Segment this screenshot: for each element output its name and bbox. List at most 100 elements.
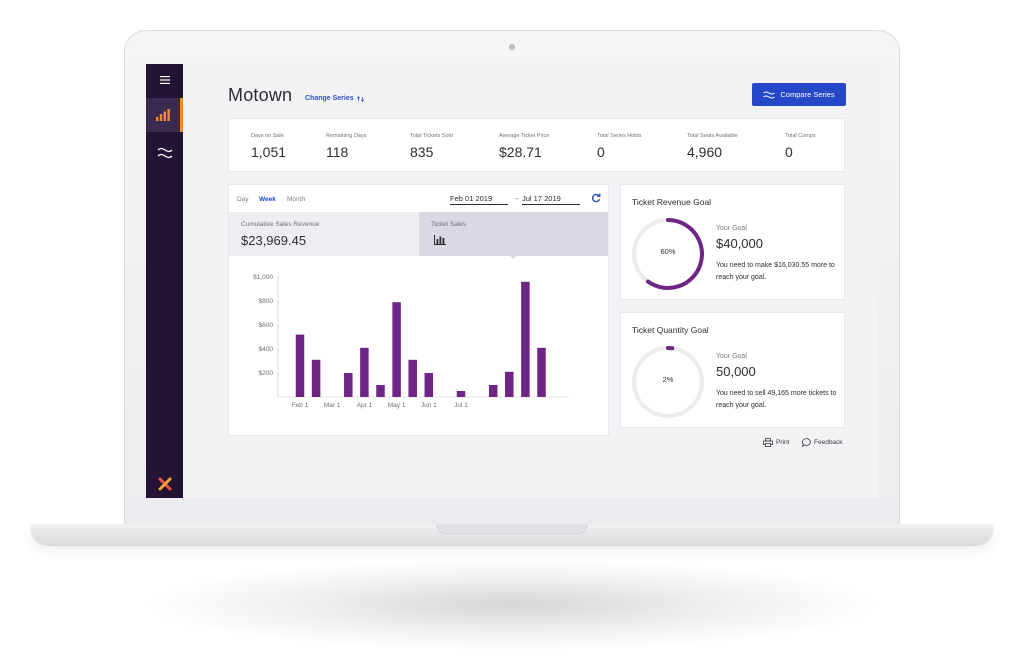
x-tick-label: May 1 — [388, 402, 406, 409]
date-from-input[interactable]: Feb 01 2019 — [450, 194, 508, 205]
compare-wave-icon — [763, 91, 776, 98]
period-week-tab[interactable]: Week — [259, 196, 276, 203]
stat-value: 118 — [326, 144, 349, 160]
stat-value: 1,051 — [251, 144, 287, 160]
goal-sub-label: Your Goal — [716, 225, 747, 232]
laptop-base — [30, 524, 994, 546]
x-tick-label: Feb 1 — [292, 402, 309, 409]
goal-amount: 50,000 — [716, 364, 756, 379]
y-tick-label: $800 — [259, 298, 274, 305]
brand-logo[interactable] — [146, 469, 183, 498]
chart-bar[interactable] — [505, 371, 514, 397]
goal-ring-progress — [646, 218, 704, 290]
period-month-tab[interactable]: Month — [287, 196, 306, 203]
goal-percent: 2% — [662, 375, 674, 384]
laptop-shadow — [150, 560, 874, 650]
stat-label: Average Ticket Price — [499, 133, 550, 139]
speech-bubble-icon — [802, 438, 811, 447]
sales-card: Day Week Month Feb 01 2019 → Jul 17 2019… — [228, 184, 609, 436]
y-tick-label: $600 — [259, 322, 274, 329]
change-series-label: Change Series — [305, 95, 354, 102]
quantity-goal-ring — [632, 346, 704, 418]
chart-bar[interactable] — [392, 302, 401, 397]
tab-revenue-label: Cumulative Sales Revenue — [241, 221, 320, 228]
x-tick-label: Apr 1 — [357, 402, 373, 409]
stat-remaining-days: Remaining Days 118 — [326, 133, 366, 160]
chart-bar[interactable] — [360, 347, 369, 397]
change-series-link[interactable]: Change Series — [305, 95, 364, 102]
main-content: Motown Change Series Compare Series Days… — [183, 64, 878, 498]
chart-bar[interactable] — [376, 385, 385, 397]
goal-percent: 60% — [660, 247, 676, 256]
goal-title: Ticket Revenue Goal — [632, 197, 712, 207]
stat-value: 0 — [785, 144, 793, 160]
sidebar-item-compare[interactable] — [146, 136, 183, 170]
stat-value: 835 — [410, 144, 434, 160]
chart-bar[interactable] — [456, 391, 466, 397]
chart-bar[interactable] — [311, 359, 321, 397]
sales-tabs: Cumulative Sales Revenue $23,969.45 Tick… — [229, 212, 608, 256]
sidebar-menu-button[interactable] — [146, 66, 183, 94]
chart-bar[interactable] — [408, 359, 417, 397]
y-tick-label: $400 — [259, 346, 274, 353]
ticket-revenue-goal-card: Ticket Revenue Goal 60% Your Goal $40,00… — [620, 184, 845, 300]
stat-total-series-holds: Total Series Holds 0 — [597, 133, 641, 160]
x-tick-label: Jun 1 — [421, 402, 437, 409]
laptop-notch — [436, 524, 588, 534]
stat-value: $28.71 — [499, 144, 542, 160]
ticket-quantity-goal-card: Ticket Quantity Goal 2% Your Goal 50,000… — [620, 312, 845, 428]
sidebar-item-sales[interactable] — [146, 98, 183, 132]
wave-icon — [157, 147, 172, 159]
chart-bar[interactable] — [295, 334, 305, 397]
stat-days-on-sale: Days on Sale 1,051 — [251, 133, 286, 160]
stats-bar: Days on Sale 1,051 Remaining Days 118 To… — [228, 118, 845, 172]
stat-label: Total Comps — [785, 133, 816, 139]
app-screen: Motown Change Series Compare Series Days… — [146, 64, 878, 498]
stat-label: Total Tickets Sold — [410, 133, 453, 139]
ticket-sales-chart: $1,000 $800 $600 $400 $200 Feb 1 Mar 1 Apr 1 May… — [253, 274, 569, 409]
tab-cumulative-revenue[interactable]: Cumulative Sales Revenue $23,969.45 — [229, 212, 419, 256]
feedback-label: Feedback — [814, 439, 843, 446]
goal-message: You need to make $16,030.55 more to reac… — [716, 262, 835, 281]
tab-ticket-sales[interactable]: Ticket Sales — [419, 212, 608, 256]
date-to-input[interactable]: Jul 17 2019 — [522, 194, 580, 205]
goal-amount: $40,000 — [716, 236, 763, 251]
bar-chart-small-icon — [434, 235, 446, 245]
compare-series-button[interactable]: Compare Series — [752, 83, 846, 106]
bar-chart-icon — [156, 109, 170, 121]
print-label: Print — [776, 439, 790, 446]
stat-value: 0 — [597, 144, 605, 160]
x-tick-label: Mar 1 — [324, 402, 341, 409]
print-button[interactable]: Print — [763, 438, 789, 447]
chart-bar[interactable] — [344, 373, 353, 397]
compare-series-label: Compare Series — [780, 90, 835, 99]
chart-bar[interactable] — [537, 347, 546, 397]
goal-sub-label: Your Goal — [716, 353, 747, 360]
refresh-icon[interactable] — [591, 193, 601, 203]
stat-label: Total Seats Available — [687, 133, 738, 139]
feedback-button[interactable]: Feedback — [802, 438, 843, 447]
stat-label: Days on Sale — [251, 133, 284, 139]
period-day-tab[interactable]: Day — [237, 196, 249, 203]
printer-icon — [763, 438, 773, 447]
tab-tickets-label: Ticket Sales — [431, 221, 467, 228]
revenue-goal-ring — [632, 218, 704, 290]
stat-label: Remaining Days — [326, 133, 367, 139]
chart-bar[interactable] — [488, 385, 498, 397]
y-tick-label: $1,000 — [253, 274, 273, 281]
chart-bar[interactable] — [424, 373, 434, 397]
page-title: Motown — [228, 85, 293, 105]
stat-average-ticket-price: Average Ticket Price $28.71 — [499, 133, 549, 160]
goal-title: Ticket Quantity Goal — [632, 325, 709, 335]
date-range-arrow: → — [513, 195, 520, 202]
stat-label: Total Series Holds — [597, 133, 642, 139]
x-tick-label: Jul 1 — [454, 402, 468, 409]
swap-arrows-icon — [356, 95, 364, 102]
menu-icon — [159, 76, 170, 84]
stat-total-comps: Total Comps 0 — [785, 133, 816, 160]
active-tab-caret — [509, 255, 517, 259]
goal-message: You need to sell 49,165 more tickets to … — [716, 390, 837, 409]
chart-bar[interactable] — [521, 281, 530, 397]
stat-total-seats-available: Total Seats Available 4,960 — [687, 133, 738, 160]
y-tick-label: $200 — [259, 370, 274, 377]
